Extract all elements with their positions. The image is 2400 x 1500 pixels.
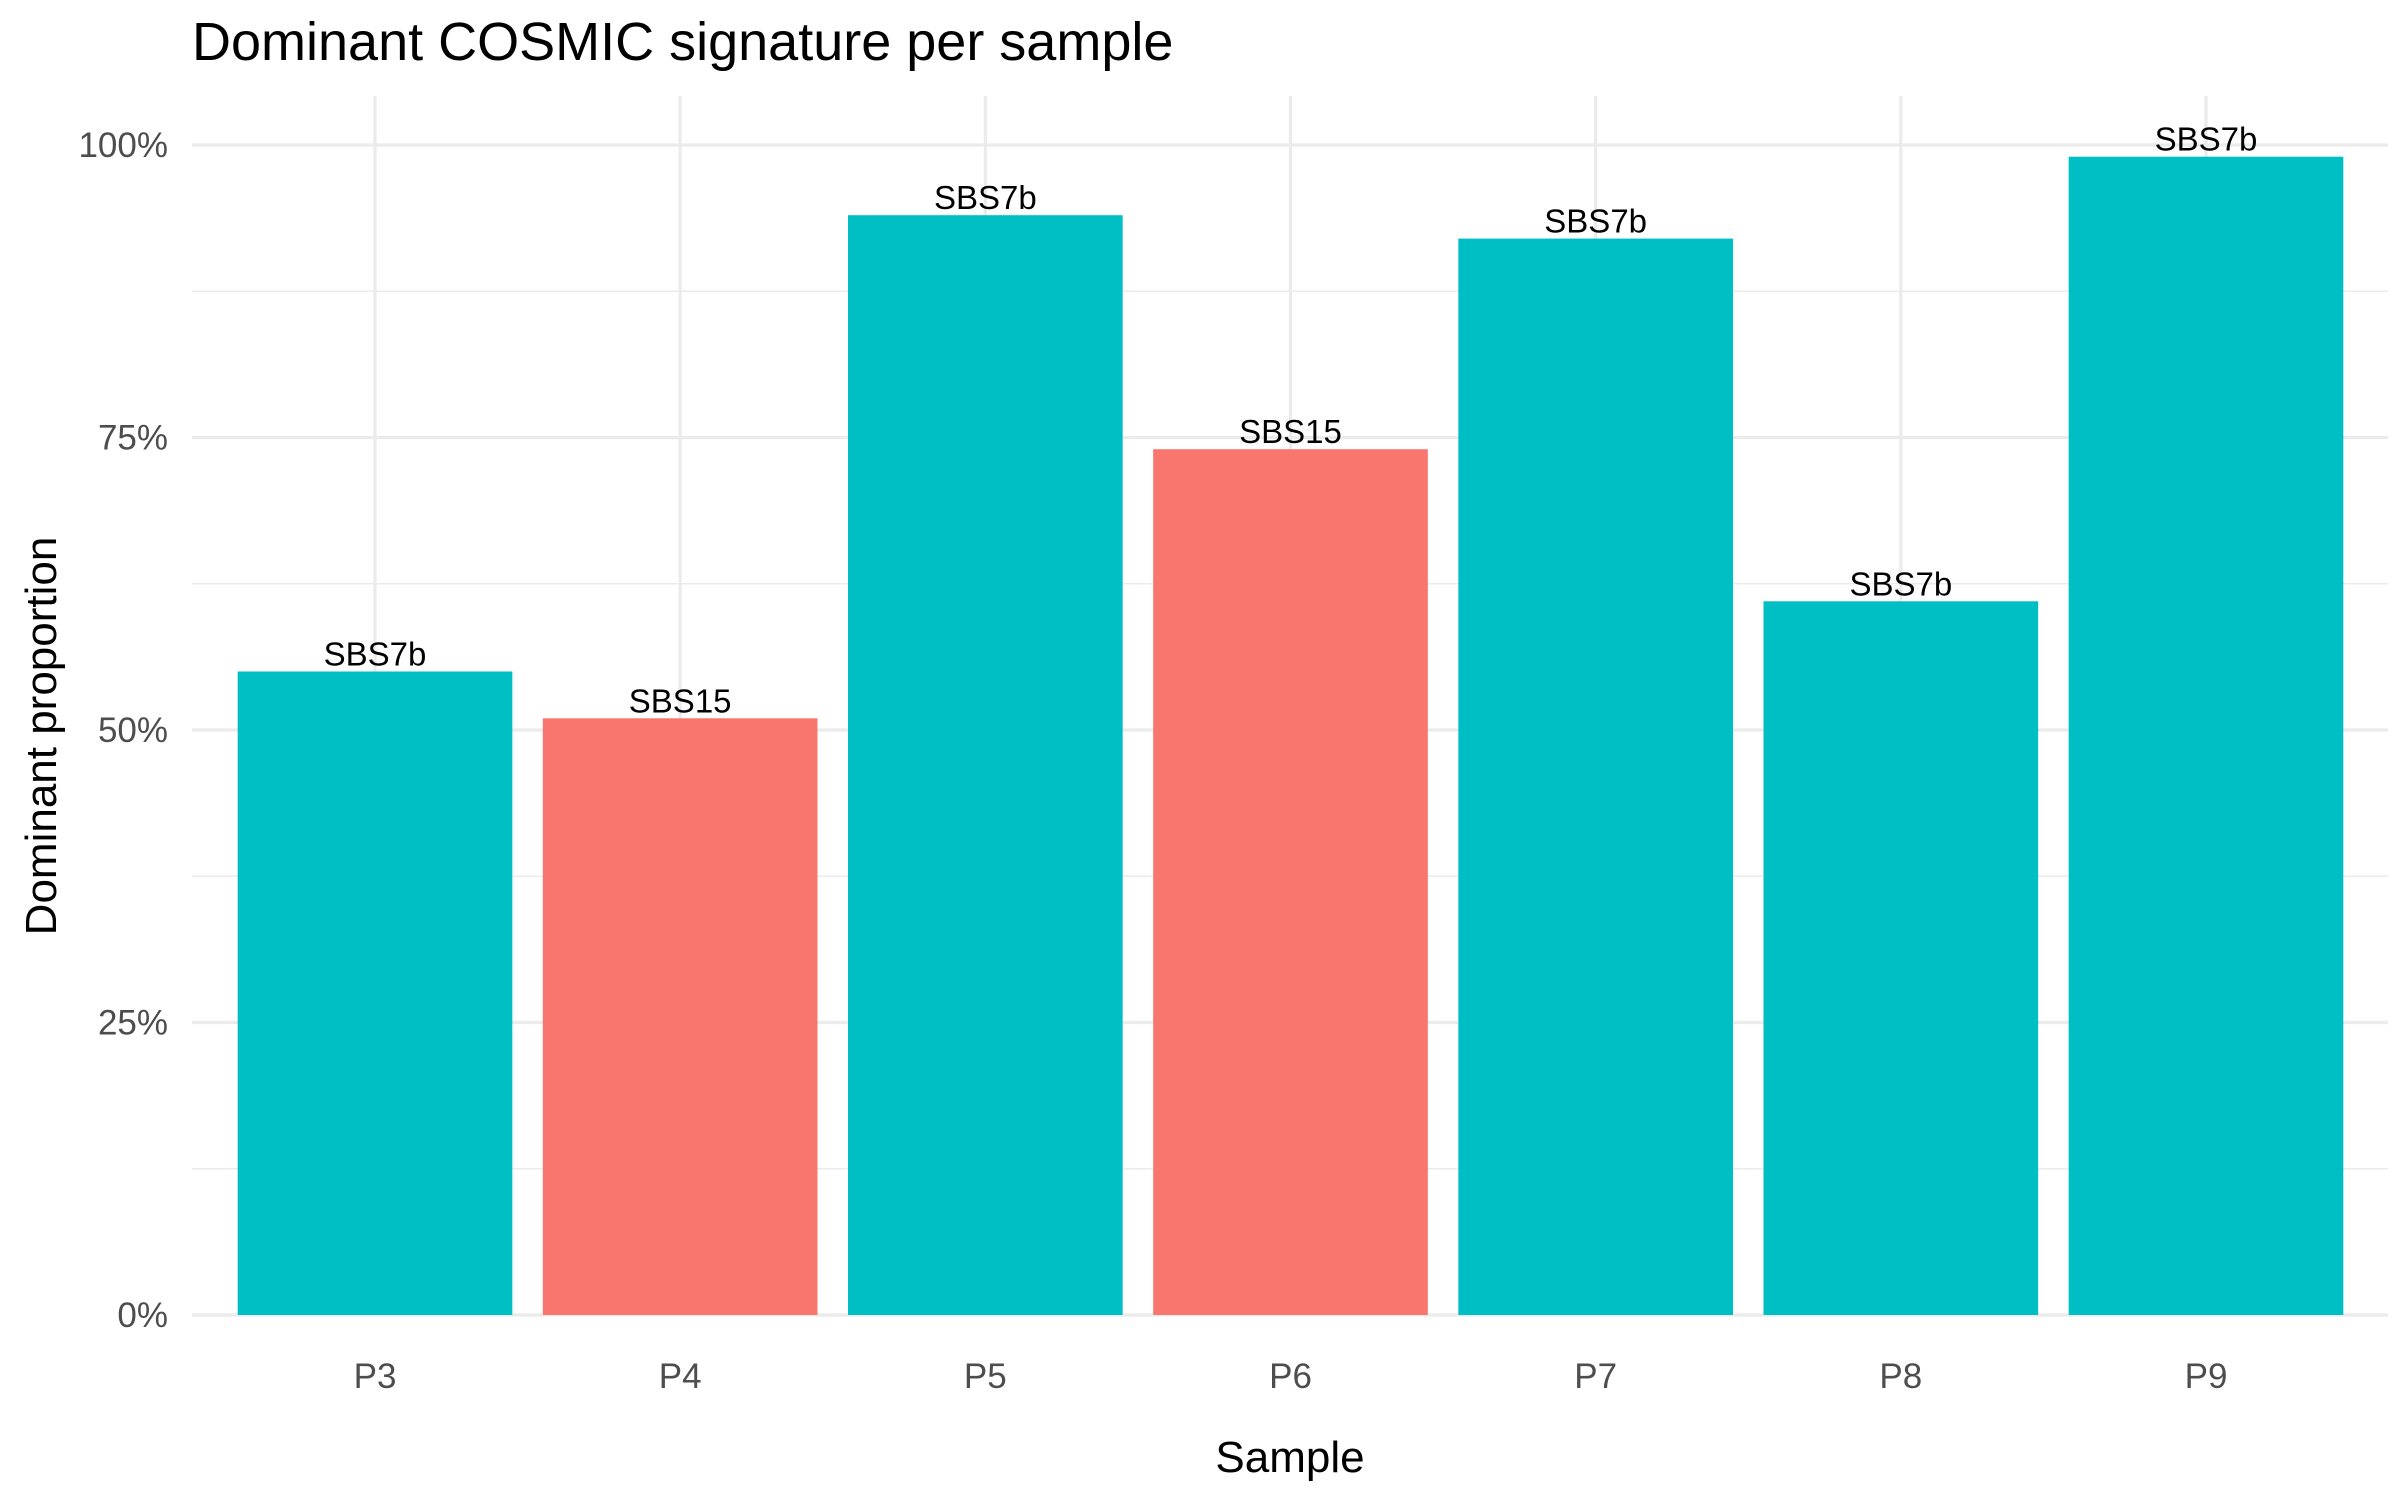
- bar-p5: [848, 215, 1123, 1316]
- y-tick-label: 50%: [98, 711, 168, 750]
- bar-p3: [237, 671, 513, 1315]
- bar-labels: SBS7b SBS15 SBS7b SBS15 SBS7b SBS7b SBS7b: [324, 121, 2258, 720]
- x-tick-label-p8: P8: [1879, 1357, 1922, 1396]
- y-tick-label: 0%: [117, 1296, 168, 1335]
- y-tick-label: 75%: [98, 419, 168, 458]
- y-tick-label: 100%: [78, 126, 168, 165]
- x-tick-label-p6: P6: [1269, 1357, 1312, 1396]
- bar-label-p6: SBS15: [1239, 413, 1342, 450]
- bar-label-p9: SBS7b: [2155, 121, 2258, 158]
- x-tick-label-p5: P5: [964, 1357, 1007, 1396]
- bar-p7: [1458, 238, 1733, 1316]
- bar-label-p4: SBS15: [629, 682, 732, 719]
- bar-label-p7: SBS7b: [1544, 203, 1647, 240]
- bar-p6: [1153, 449, 1428, 1315]
- bar-p8: [1763, 601, 2039, 1315]
- x-tick-label-p9: P9: [2185, 1357, 2228, 1396]
- x-tick-label-p7: P7: [1574, 1357, 1617, 1396]
- bar-p4: [542, 718, 818, 1315]
- x-axis-ticks: P3 P4 P5 P6 P7 P8 P9: [354, 1357, 2228, 1396]
- x-axis-title: Sample: [1215, 1433, 1364, 1482]
- bar-label-p8: SBS7b: [1849, 565, 1952, 602]
- y-axis-ticks: 0% 25% 50% 75% 100%: [78, 126, 168, 1335]
- x-tick-label-p4: P4: [659, 1357, 702, 1396]
- bar-label-p5: SBS7b: [934, 179, 1037, 216]
- y-tick-label: 25%: [98, 1004, 168, 1043]
- bars: [237, 156, 2344, 1316]
- chart-title: Dominant COSMIC signature per sample: [192, 12, 1173, 72]
- x-tick-label-p3: P3: [354, 1357, 397, 1396]
- bar-p9: [2068, 156, 2344, 1316]
- y-axis-title: Dominant proportion: [17, 537, 66, 936]
- bar-label-p3: SBS7b: [324, 636, 427, 673]
